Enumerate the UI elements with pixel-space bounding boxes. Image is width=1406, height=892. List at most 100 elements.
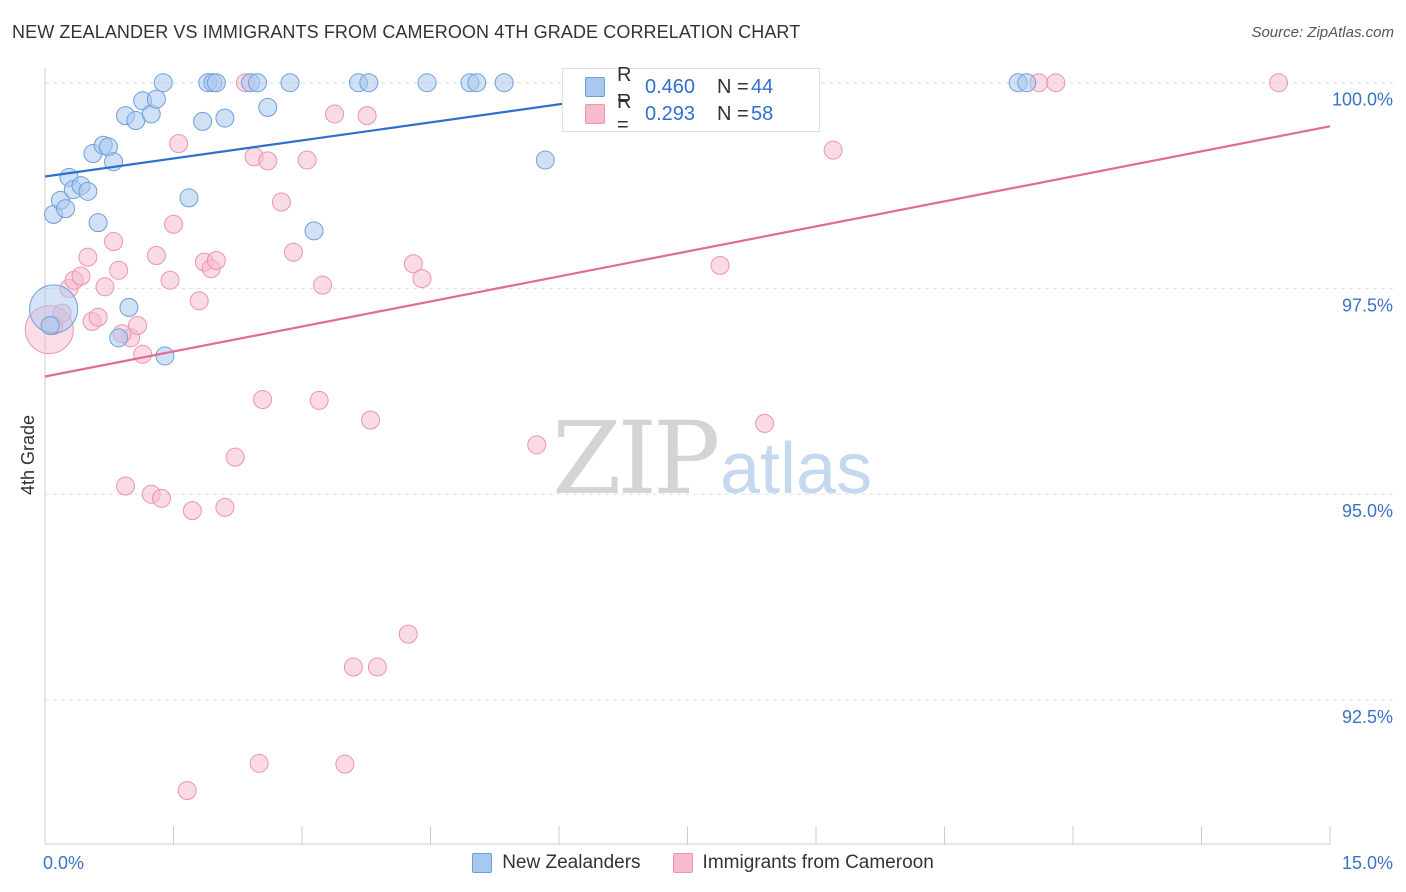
- point-cameroon: [361, 410, 381, 430]
- legend-n-label: N =: [717, 102, 749, 125]
- trend-line-cameroon: [44, 125, 1331, 378]
- x-tick-label-min: 0.0%: [43, 853, 84, 873]
- grid-lines: [45, 82, 1395, 701]
- point-cameroon: [109, 260, 129, 280]
- chart-title: NEW ZEALANDER VS IMMIGRANTS FROM CAMEROO…: [12, 22, 801, 42]
- y-axis-label: 4th Grade: [18, 415, 38, 495]
- point-cameroon: [169, 134, 189, 154]
- legend-label: Immigrants from Cameroon: [702, 852, 934, 873]
- watermark-zip: ZIP: [552, 400, 720, 517]
- point-cameroon: [177, 781, 197, 801]
- point-cameroon: [403, 254, 423, 274]
- point-cameroon: [325, 104, 345, 124]
- point-cameroon: [755, 413, 775, 433]
- point-new-zealanders: [155, 346, 175, 366]
- point-cameroon: [357, 106, 377, 126]
- point-new-zealanders: [193, 111, 213, 131]
- point-new-zealanders: [56, 199, 76, 219]
- watermark-atlas: atlas: [720, 429, 873, 509]
- legend-swatch-blue: [472, 853, 493, 873]
- point-cameroon: [164, 214, 183, 234]
- point-new-zealanders: [535, 150, 555, 170]
- legend-swatch-pink: [672, 853, 693, 873]
- point-new-zealanders: [359, 73, 379, 93]
- point-new-zealanders: [146, 89, 166, 109]
- legend-r-label: R =: [617, 64, 632, 109]
- legend-swatch-blue: [585, 77, 605, 97]
- correlation-legend: R = 0.460 N = 44 R = 0.293 N = 58: [562, 64, 820, 136]
- point-new-zealanders: [179, 188, 199, 208]
- legend-r-value: 0.460: [645, 75, 696, 98]
- point-cameroon: [95, 277, 115, 297]
- legend-row-cameroon: R = 0.293 N = 58: [585, 91, 774, 136]
- legend-row-new-zealanders: R = 0.460 N = 44: [585, 64, 774, 109]
- point-cameroon: [71, 266, 91, 286]
- y-tick-label: 100.0%: [1332, 90, 1393, 110]
- point-cameroon: [182, 501, 202, 521]
- y-tick-label: 92.5%: [1342, 707, 1393, 727]
- legend-r-label: R =: [617, 91, 632, 136]
- point-cameroon: [1269, 73, 1289, 93]
- point-cameroon: [283, 242, 303, 262]
- point-new-zealanders: [88, 213, 108, 233]
- point-cameroon: [152, 488, 172, 508]
- point-cameroon: [258, 151, 278, 171]
- point-cameroon: [78, 247, 98, 267]
- point-new-zealanders: [109, 328, 129, 348]
- point-cameroon: [215, 497, 235, 517]
- legend-n-label: N =: [717, 75, 749, 98]
- point-cameroon: [128, 315, 148, 335]
- series-legend: New Zealanders Immigrants from Cameroon: [0, 852, 1406, 874]
- point-new-zealanders: [1017, 73, 1037, 93]
- point-cameroon: [88, 307, 108, 327]
- point-cameroon: [104, 232, 124, 252]
- point-cameroon: [189, 291, 209, 311]
- point-new-zealanders: [280, 73, 300, 93]
- point-new-zealanders: [153, 73, 173, 93]
- y-tick-label: 95.0%: [1342, 501, 1393, 521]
- point-cameroon: [116, 476, 136, 496]
- y-tick-label: 97.5%: [1342, 295, 1393, 315]
- legend-n-value: 58: [751, 102, 774, 125]
- point-new-zealanders: [494, 73, 514, 93]
- point-cameroon: [313, 275, 333, 295]
- point-cameroon: [133, 344, 153, 364]
- point-new-zealanders: [304, 221, 324, 241]
- point-new-zealanders: [40, 315, 60, 335]
- point-cameroon: [146, 246, 166, 266]
- series-immigrants-from-cameroon: [24, 73, 1289, 801]
- legend-swatch-pink: [585, 104, 605, 124]
- point-cameroon: [335, 754, 355, 774]
- point-cameroon: [1046, 73, 1066, 93]
- point-cameroon: [412, 269, 432, 289]
- point-cameroon: [253, 390, 273, 410]
- point-cameroon: [710, 255, 730, 275]
- point-cameroon: [297, 150, 317, 170]
- axis-labels: 92.5% 95.0% 97.5% 100.0% 0.0% 15.0% 4th Grade: [18, 90, 1393, 873]
- point-new-zealanders: [258, 97, 278, 117]
- legend-r-value: 0.293: [645, 102, 696, 125]
- point-cameroon: [271, 192, 291, 212]
- point-new-zealanders: [215, 108, 235, 128]
- legend-item-new-zealanders[interactable]: New Zealanders: [472, 852, 641, 874]
- point-new-zealanders: [247, 73, 267, 93]
- point-cameroon: [398, 624, 418, 644]
- legend-item-cameroon[interactable]: Immigrants from Cameroon: [672, 852, 934, 874]
- point-cameroon: [160, 270, 180, 290]
- point-cameroon: [249, 753, 269, 773]
- point-cameroon: [206, 250, 226, 270]
- point-cameroon: [527, 435, 547, 455]
- axes: [44, 68, 1331, 845]
- x-tick-label-max: 15.0%: [1342, 853, 1393, 873]
- point-new-zealanders: [206, 73, 226, 93]
- point-new-zealanders: [467, 73, 487, 93]
- legend-n-value: 44: [751, 75, 774, 98]
- point-new-zealanders: [119, 297, 139, 317]
- point-new-zealanders: [78, 181, 98, 201]
- point-cameroon: [367, 657, 387, 677]
- point-cameroon: [225, 447, 245, 467]
- series-new-zealanders: [29, 73, 1037, 366]
- point-cameroon: [343, 657, 363, 677]
- legend-label: New Zealanders: [502, 852, 641, 873]
